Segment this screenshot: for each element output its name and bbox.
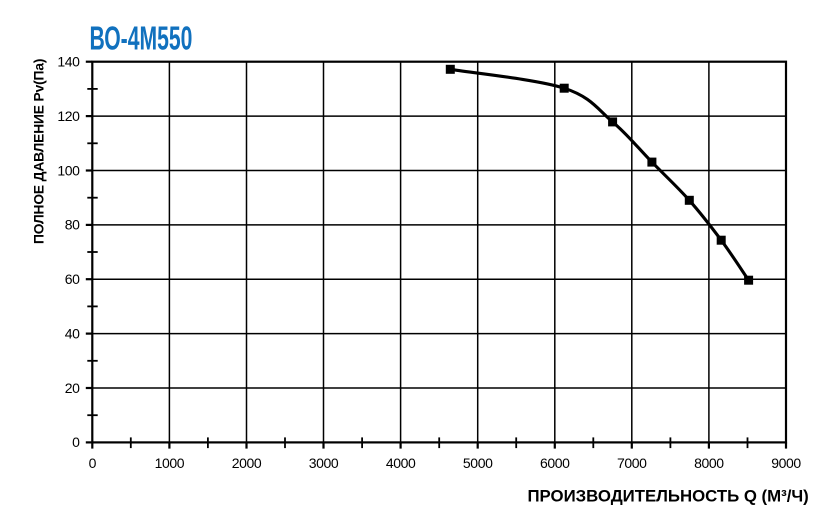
svg-text:3000: 3000 [309, 455, 339, 471]
svg-text:9000: 9000 [771, 455, 801, 471]
svg-text:ПОЛНОЕ ДАВЛЕНИЕ Pv(Па): ПОЛНОЕ ДАВЛЕНИЕ Pv(Па) [32, 59, 47, 244]
svg-text:ВО-4М550: ВО-4М550 [90, 20, 193, 57]
svg-text:80: 80 [65, 217, 80, 233]
svg-text:100: 100 [57, 162, 80, 178]
svg-text:120: 120 [57, 108, 80, 124]
svg-text:5000: 5000 [463, 455, 493, 471]
svg-text:6000: 6000 [540, 455, 570, 471]
svg-text:7000: 7000 [617, 455, 647, 471]
svg-text:2000: 2000 [232, 455, 262, 471]
svg-text:0: 0 [72, 434, 80, 450]
svg-text:8000: 8000 [694, 455, 724, 471]
svg-text:20: 20 [65, 380, 80, 396]
svg-text:4000: 4000 [386, 455, 416, 471]
svg-text:140: 140 [57, 54, 80, 70]
svg-text:1000: 1000 [155, 455, 185, 471]
svg-text:ПРОИЗВОДИТЕЛЬНОСТЬ Q (М³/Ч): ПРОИЗВОДИТЕЛЬНОСТЬ Q (М³/Ч) [528, 487, 809, 506]
svg-text:40: 40 [65, 325, 80, 341]
svg-text:60: 60 [65, 271, 80, 287]
svg-text:0: 0 [89, 455, 97, 471]
